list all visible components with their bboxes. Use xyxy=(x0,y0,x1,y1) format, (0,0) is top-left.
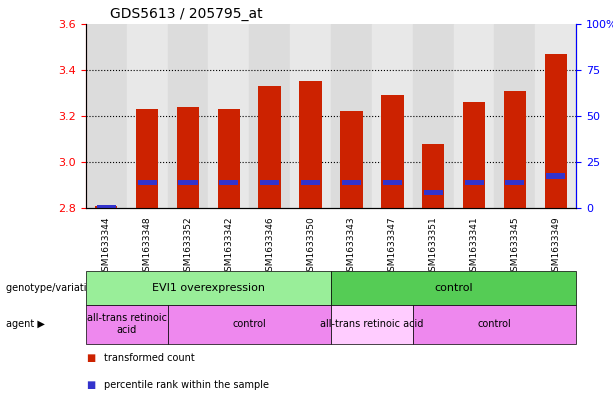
Text: agent ▶: agent ▶ xyxy=(6,319,45,329)
Text: GSM1633349: GSM1633349 xyxy=(551,216,560,277)
Bar xyxy=(177,107,199,208)
Bar xyxy=(208,24,249,208)
Text: GSM1633341: GSM1633341 xyxy=(470,216,479,277)
Bar xyxy=(127,24,167,208)
Text: transformed count: transformed count xyxy=(104,353,195,363)
Bar xyxy=(381,95,403,208)
Bar xyxy=(372,24,413,208)
Bar xyxy=(249,24,290,208)
Text: GSM1633343: GSM1633343 xyxy=(347,216,356,277)
Bar xyxy=(167,24,208,208)
Text: EVI1 overexpression: EVI1 overexpression xyxy=(152,283,265,293)
Bar xyxy=(413,24,454,208)
Bar xyxy=(259,86,281,208)
Bar xyxy=(178,180,197,185)
Text: GSM1633352: GSM1633352 xyxy=(183,216,192,277)
Bar xyxy=(422,143,444,208)
Bar xyxy=(86,24,127,208)
Text: GSM1633351: GSM1633351 xyxy=(428,216,438,277)
Bar xyxy=(535,24,576,208)
Text: control: control xyxy=(232,319,266,329)
Text: GDS5613 / 205795_at: GDS5613 / 205795_at xyxy=(110,7,263,21)
Bar xyxy=(331,24,372,208)
Bar xyxy=(299,81,322,208)
Bar xyxy=(290,24,331,208)
Bar xyxy=(465,180,484,185)
Bar xyxy=(260,180,280,185)
Bar xyxy=(97,205,116,210)
Text: GSM1633347: GSM1633347 xyxy=(388,216,397,277)
Bar xyxy=(505,180,525,185)
Text: genotype/variation ▶: genotype/variation ▶ xyxy=(6,283,109,293)
Text: all-trans retinoic
acid: all-trans retinoic acid xyxy=(86,314,167,335)
Text: control: control xyxy=(478,319,511,329)
Bar xyxy=(463,102,485,208)
Bar xyxy=(301,180,320,185)
Text: percentile rank within the sample: percentile rank within the sample xyxy=(104,380,269,390)
Text: control: control xyxy=(434,283,473,293)
Text: ■: ■ xyxy=(86,353,95,363)
Bar xyxy=(95,206,118,208)
Text: all-trans retinoic acid: all-trans retinoic acid xyxy=(320,319,424,329)
Text: GSM1633345: GSM1633345 xyxy=(511,216,519,277)
Bar xyxy=(342,180,361,185)
Bar xyxy=(219,180,238,185)
Text: GSM1633344: GSM1633344 xyxy=(102,216,111,277)
Bar xyxy=(546,173,565,178)
Bar xyxy=(424,189,443,195)
Text: GSM1633346: GSM1633346 xyxy=(265,216,274,277)
Bar xyxy=(495,24,535,208)
Text: GSM1633348: GSM1633348 xyxy=(143,216,151,277)
Text: GSM1633342: GSM1633342 xyxy=(224,216,234,277)
Text: GSM1633350: GSM1633350 xyxy=(306,216,315,277)
Bar xyxy=(454,24,495,208)
Bar xyxy=(340,111,363,208)
Text: ■: ■ xyxy=(86,380,95,390)
Bar xyxy=(504,90,526,208)
Bar xyxy=(137,180,157,185)
Bar xyxy=(544,53,567,208)
Bar xyxy=(218,109,240,208)
Bar xyxy=(136,109,158,208)
Bar xyxy=(383,180,402,185)
